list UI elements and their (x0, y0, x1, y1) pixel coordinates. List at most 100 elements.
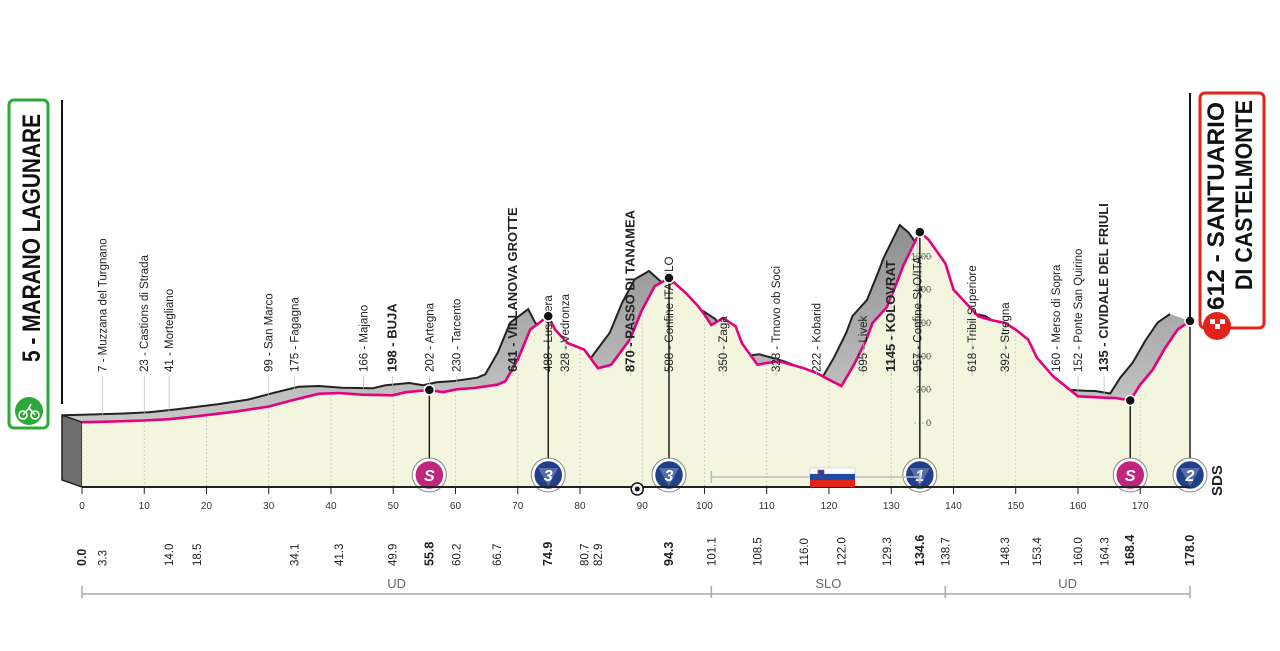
km-distance-label: 80.7 (579, 544, 591, 566)
point-dot (663, 272, 675, 284)
km-distance-label: 138.7 (940, 537, 952, 566)
km-distance-label: 116.0 (799, 538, 811, 566)
place-label: 230 - Tarcento (452, 299, 464, 372)
place-label: 870 - PASSO DI TANAMEA (622, 209, 637, 372)
km-distance-label: 74.9 (541, 542, 555, 566)
km-distance-label: 160.0 (1073, 537, 1085, 566)
km-distance-label: 153.4 (1032, 537, 1044, 566)
km-distance-label: 18.5 (192, 544, 204, 566)
km-tick-label: 10 (139, 501, 151, 512)
kom-badge-icon-ring (902, 457, 938, 493)
km-tick-label: 130 (883, 501, 900, 512)
point-badge-label: 3 (544, 468, 553, 485)
km-distance-label: 34.1 (289, 544, 301, 566)
km-tick-label: 30 (263, 501, 275, 512)
km-tick-label: 90 (637, 501, 649, 512)
kom-badge-triangle (1180, 468, 1200, 486)
km-distance-label: 41.3 (334, 544, 346, 566)
point-badge-label: S (424, 468, 435, 485)
km-tick-label: 160 (1070, 501, 1087, 512)
km-tick-label: 80 (574, 501, 586, 512)
place-label: 222 - Kobarid (812, 303, 824, 372)
place-label: 695 - Livek (858, 315, 870, 372)
point-dot (914, 226, 926, 238)
place-label: 166 - Majano (358, 305, 370, 372)
feed-zone-icon (630, 482, 644, 496)
km-distance-label: 168.4 (1123, 535, 1137, 566)
km-distance-label: 129.3 (882, 537, 894, 566)
point-badge-label: 2 (1185, 468, 1195, 485)
profile-front-face (82, 232, 1190, 487)
altitude-tick-label: 800 (916, 285, 931, 295)
altitude-tick-label: 200 (916, 385, 931, 395)
km-tick-label: 150 (1007, 501, 1024, 512)
km-distance-label: 66.7 (492, 544, 504, 566)
profile-line (81, 230, 1191, 424)
place-label: 588 - Confine ITA/SLO (664, 256, 676, 372)
km-distance-label: 94.3 (662, 542, 676, 566)
km-distance-label: 148.3 (1000, 537, 1012, 566)
km-tick-label: 120 (821, 501, 838, 512)
kom-badge-icon-ring (1172, 457, 1208, 493)
km-distance-label: 134.6 (913, 535, 927, 566)
km-distance-label: 60.2 (452, 544, 464, 566)
point-badge-label: S (1125, 468, 1136, 485)
km-tick-label: 170 (1132, 501, 1149, 512)
finish-flag-icon-square-b (1215, 324, 1220, 329)
kom-badge-icon (652, 458, 686, 492)
km-tick-label: 50 (388, 501, 400, 512)
profile-top-surface (62, 225, 1190, 423)
km-distance-label: 3.3 (98, 550, 110, 566)
finish-flag-icon-square-c (1220, 319, 1225, 324)
km-distance-label: 108.5 (752, 537, 764, 566)
place-label: 23 - Castions di Strada (139, 254, 151, 372)
km-distance-label: 82.9 (593, 544, 605, 566)
altitude-tick-label: 400 (916, 351, 931, 361)
place-label: 488 - Lusevera (543, 295, 555, 372)
point-badge-label: 3 (665, 468, 674, 485)
sprint-badge-icon (1113, 458, 1147, 492)
km-distance-label: 178.0 (1183, 535, 1197, 566)
km-distance-label: 49.9 (388, 544, 400, 566)
km-distance-label: 122.0 (836, 537, 848, 566)
place-label: 7 - Muzzana del Turgnano (98, 238, 110, 372)
finish-flag-icon-square-a (1210, 319, 1215, 324)
altitude-tick-label: 600 (916, 318, 931, 328)
sprint-badge-icon-ring (1112, 457, 1148, 493)
region-label: SLO (815, 576, 841, 591)
km-tick-label: 110 (759, 501, 775, 512)
cyclist-icon-wheel-back (18, 410, 28, 420)
finish-label-line1: 612 - SANTUARIO (1203, 102, 1230, 310)
place-label: 41 - Mortegliano (164, 289, 176, 372)
kom-badge-icon (1173, 458, 1207, 492)
km-tick-label: 140 (945, 501, 962, 512)
kom-badge-icon-ring (651, 457, 687, 493)
place-label: 957 - Confine SLO/ITA (912, 256, 924, 372)
slovenia-flag-icon (809, 467, 856, 487)
place-label: 641 - VILLANOVA GROTTE (505, 207, 520, 372)
km-tick-label: 40 (325, 501, 337, 512)
profile-start-face (61, 414, 83, 489)
km-tick-label: 20 (201, 501, 213, 512)
km-distance-label: 0.0 (75, 549, 89, 566)
start-marker: 5 - MARANO LAGUNARE (7, 98, 63, 430)
altitude-tick-label: 0 (926, 418, 931, 428)
finish-label-line2: DI CASTELMONTE (1231, 100, 1258, 290)
sprint-badge-icon (413, 458, 446, 492)
place-label: 350 - Zaga (718, 316, 730, 372)
region-label: UD (1058, 576, 1077, 591)
point-dot (542, 310, 554, 322)
place-label: 618 - Tribil Superiore (967, 265, 979, 372)
sprint-badge-icon-ring (411, 457, 447, 493)
kom-badge-triangle (538, 468, 559, 486)
kom-badge-icon-ring (530, 457, 566, 493)
place-label: 99 - San Marco (264, 293, 276, 372)
kom-badge-triangle (658, 468, 679, 486)
cyclist-icon-frame (22, 403, 36, 416)
km-tick-label: 70 (512, 501, 524, 512)
region-label: UD (387, 576, 406, 591)
place-label: 328 - Trnovo ob Soci (771, 266, 783, 372)
km-distance-label: 55.8 (422, 542, 436, 566)
